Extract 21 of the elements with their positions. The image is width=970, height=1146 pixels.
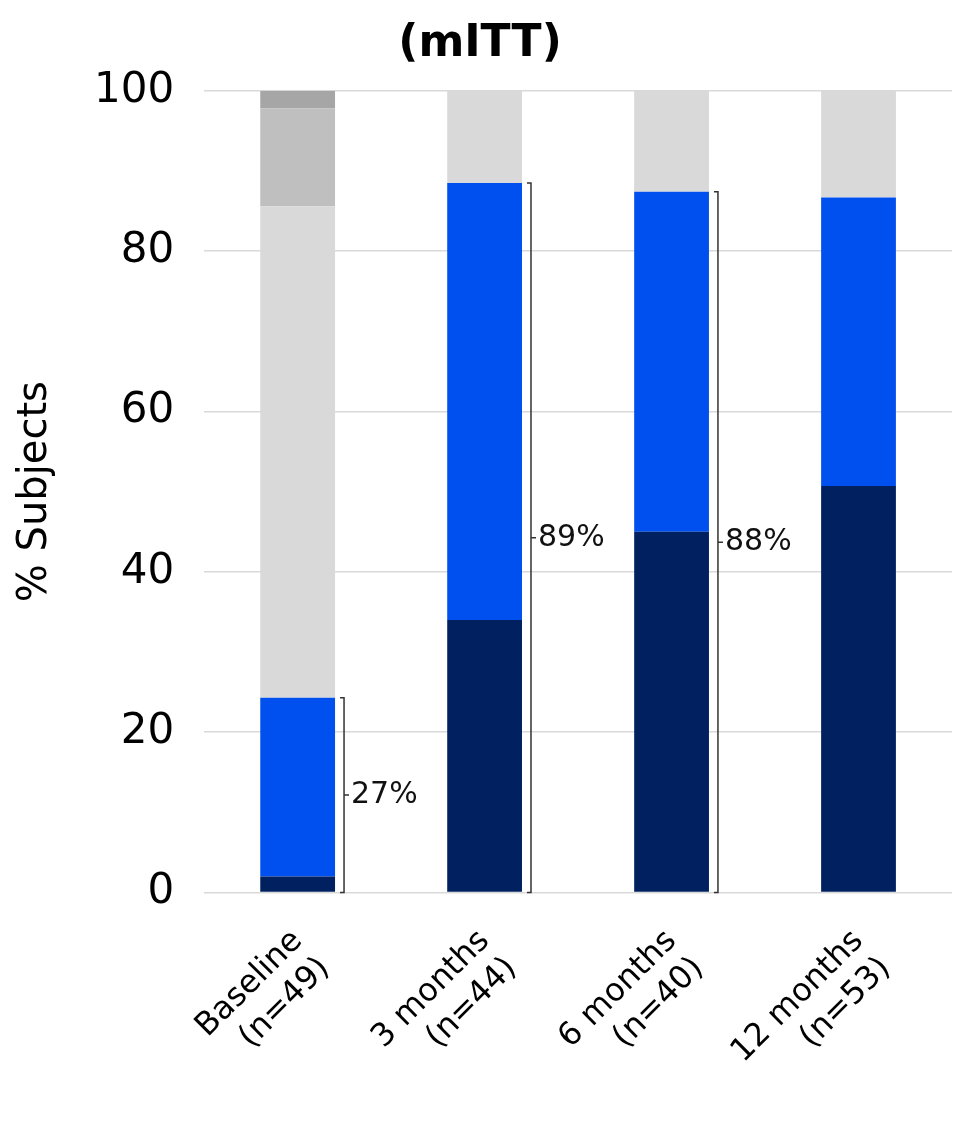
bar <box>260 697 336 877</box>
y-tick-label: 60 <box>120 383 175 433</box>
chart-title: (mITT) <box>398 14 562 66</box>
y-axis-title: % Subjects <box>9 381 56 603</box>
bar <box>260 876 336 892</box>
y-tick-label: 80 <box>120 223 175 273</box>
y-tick-label: 40 <box>120 543 175 593</box>
annotation: 27% <box>351 774 418 810</box>
bar <box>447 182 522 620</box>
bar <box>260 90 336 109</box>
y-tick-label: 20 <box>120 704 175 754</box>
bar <box>447 619 522 892</box>
annotation: 88% <box>724 521 792 557</box>
annotation: 89% <box>537 517 605 553</box>
bar <box>821 197 896 487</box>
y-tick-label: 0 <box>147 864 175 914</box>
bar <box>634 531 709 892</box>
bar <box>821 486 896 892</box>
bar <box>634 191 709 532</box>
y-tick-label: 100 <box>93 62 175 112</box>
bar <box>260 108 336 207</box>
